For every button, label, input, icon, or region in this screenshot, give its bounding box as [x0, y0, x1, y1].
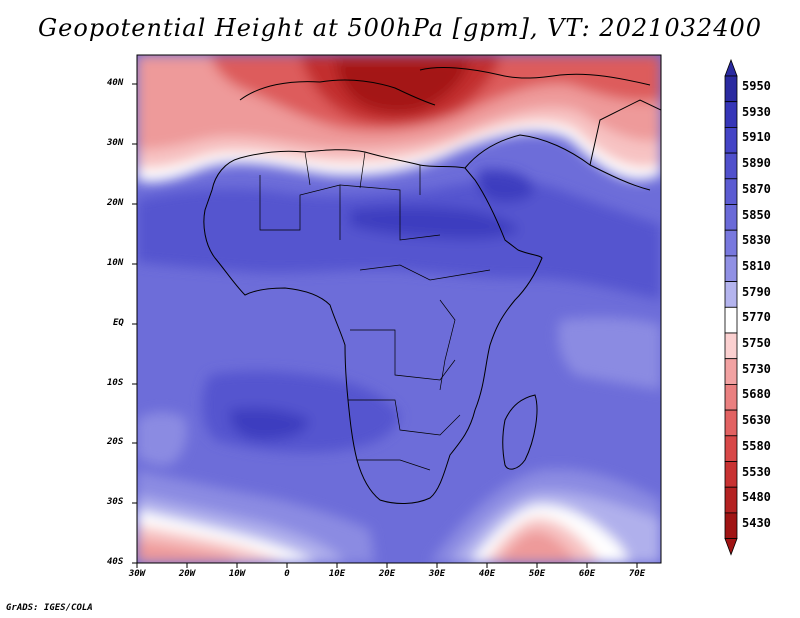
- colorbar-swatch: [724, 332, 738, 360]
- field-pink-south-west: [137, 540, 240, 563]
- border-sahel: [339, 184, 441, 241]
- colorbar-swatch: [724, 101, 738, 128]
- lat-label-20n: 20N: [107, 198, 124, 208]
- border-north-africa: [304, 151, 421, 195]
- colorbar-label: 5430: [742, 515, 771, 530]
- lon-label-40e: 40E: [478, 569, 496, 579]
- colorbar-label: 5890: [742, 156, 771, 171]
- colorbar-swatch: [724, 75, 738, 103]
- colorbar-label: 5790: [742, 284, 771, 299]
- madagascar-coastline: [502, 394, 538, 470]
- lon-label-20e: 20E: [378, 569, 396, 579]
- colorbar-swatch: [724, 229, 738, 257]
- africa-coastline: [203, 149, 543, 504]
- colorbar-label: 5630: [742, 413, 771, 428]
- colorbar-swatch: [724, 255, 738, 282]
- colorbar-label: 5910: [742, 130, 771, 145]
- field-deepestred-north: [335, 60, 470, 113]
- colorbar-swatch: [724, 435, 738, 462]
- credit-text: GrADS: IGES/COLA: [6, 603, 93, 613]
- colorbar-top-arrow: [724, 58, 738, 77]
- arabia-coast: [464, 134, 651, 191]
- colorbar-label: 5750: [742, 336, 771, 350]
- lon-label-70e: 70E: [628, 569, 646, 579]
- colorbar-label: 5480: [742, 490, 771, 505]
- colorbar-label: 5950: [742, 79, 771, 93]
- border-southern: [348, 399, 461, 436]
- colorbar-swatch: [724, 306, 738, 334]
- colorbar-swatch: [724, 204, 738, 231]
- colorbar-swatch: [724, 178, 738, 205]
- colorbar-swatch: [724, 512, 738, 540]
- height-field: [137, 55, 661, 563]
- map-title: Geopotential Height at 500hPa [gpm], VT:…: [38, 14, 762, 42]
- lon-label-20w: 20W: [178, 569, 196, 579]
- mediterranean-coast: [239, 79, 436, 106]
- border-congo: [350, 329, 456, 381]
- colorbar-label: 5580: [742, 438, 771, 453]
- northern-coast: [419, 67, 651, 86]
- lon-label-30w: 30W: [128, 569, 146, 579]
- lat-label-40s: 40S: [107, 557, 124, 567]
- middle-east-border: [589, 99, 661, 166]
- field-deep-purple-red-sea: [477, 169, 535, 202]
- field-pink-south-east: [498, 531, 578, 563]
- colorbar-swatch: [724, 383, 738, 411]
- lat-label-30n: 30N: [107, 138, 124, 148]
- lat-label-20s: 20S: [107, 437, 124, 447]
- colorbar-bottom-arrow: [724, 538, 738, 556]
- colorbar: [724, 58, 738, 556]
- colorbar-swatch: [724, 281, 738, 308]
- colorbar-swatch: [724, 409, 738, 437]
- tick-marks: [132, 83, 638, 568]
- coastlines: [203, 67, 661, 504]
- lon-label-60e: 60E: [578, 569, 596, 579]
- colorbar-swatch: [724, 461, 738, 488]
- lat-label-eq: EQ: [113, 318, 124, 328]
- border-west-africa: [259, 175, 341, 240]
- colorbar-label: 5830: [742, 233, 771, 248]
- great-lakes: [439, 299, 456, 391]
- field-lightpurple-west: [137, 412, 187, 466]
- lat-label-30s: 30S: [107, 497, 124, 507]
- colorbar-label: 5850: [742, 207, 771, 222]
- field-deep-purple-south-atlantic: [229, 408, 310, 440]
- lon-label-10w: 10W: [228, 569, 246, 579]
- colorbar-swatch: [724, 358, 738, 385]
- colorbar-swatch: [724, 127, 738, 154]
- lat-label-10s: 10S: [107, 378, 124, 388]
- lon-label-0: 0: [284, 569, 290, 579]
- colorbar-label: 5680: [742, 387, 771, 402]
- lon-label-50e: 50E: [528, 569, 546, 579]
- plot-frame: [132, 54, 662, 568]
- colorbar-label: 5730: [742, 361, 771, 376]
- field-purple-tropics: [137, 180, 661, 300]
- colorbar-label: 5870: [742, 181, 771, 196]
- country-borders: [259, 151, 491, 471]
- colorbar-swatch: [724, 486, 738, 514]
- colorbar-label: 5810: [742, 258, 771, 273]
- lon-label-30e: 30E: [428, 569, 446, 579]
- field-deep-purple-sahel: [350, 206, 520, 240]
- border-south-africa: [357, 459, 431, 471]
- colorbar-label: 5530: [742, 464, 771, 479]
- border-central: [359, 264, 491, 281]
- colorbar-swatch: [724, 152, 738, 180]
- field-lightpurple-indian: [558, 317, 661, 390]
- lon-label-10e: 10E: [328, 569, 346, 579]
- colorbar-label: 5930: [742, 104, 771, 119]
- colorbar-label: 5770: [742, 310, 771, 325]
- lat-label-40n: 40N: [107, 78, 124, 88]
- lat-label-10n: 10N: [107, 258, 124, 268]
